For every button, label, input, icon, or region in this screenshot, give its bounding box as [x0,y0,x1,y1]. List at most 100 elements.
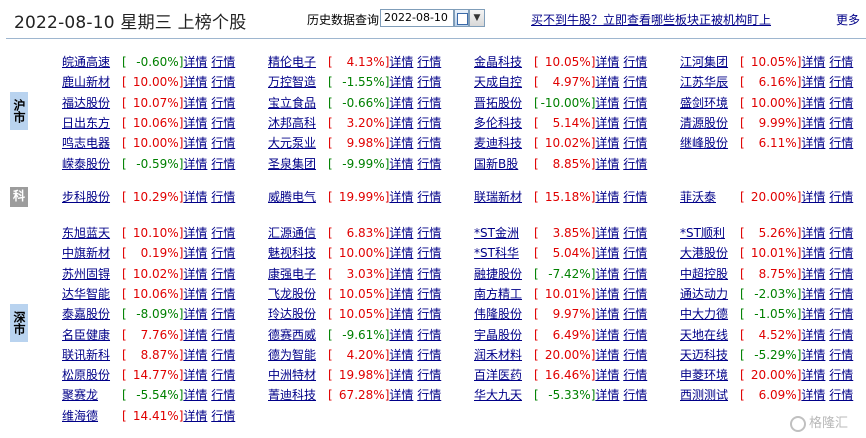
stock-name-link[interactable]: 晋拓股份 [474,96,523,110]
stock-name-link[interactable]: *ST科华 [474,246,519,260]
stock-name-link[interactable]: 鹿山新材 [62,75,111,89]
quote-link[interactable]: 行情 [211,409,236,423]
detail-link[interactable]: 详情 [183,190,208,204]
stock-name-link[interactable]: 联瑞新材 [474,190,523,204]
detail-link[interactable]: 详情 [801,348,826,362]
detail-link[interactable]: 详情 [595,226,620,240]
detail-link[interactable]: 详情 [389,368,414,382]
detail-link[interactable]: 详情 [389,267,414,281]
quote-link[interactable]: 行情 [417,136,442,150]
quote-link[interactable]: 行情 [623,116,648,130]
quote-link[interactable]: 行情 [829,348,854,362]
stock-name-link[interactable]: 德为智能 [268,348,317,362]
stock-name-link[interactable]: 嵘泰股份 [62,157,111,171]
calendar-icon[interactable] [454,9,469,27]
stock-name-link[interactable]: 皖通高速 [62,55,111,69]
stock-name-link[interactable]: *ST顺利 [680,226,725,240]
quote-link[interactable]: 行情 [623,388,648,402]
stock-name-link[interactable]: 伟隆股份 [474,307,523,321]
detail-link[interactable]: 详情 [595,348,620,362]
stock-name-link[interactable]: 清源股份 [680,116,729,130]
quote-link[interactable]: 行情 [623,190,648,204]
detail-link[interactable]: 详情 [183,287,208,301]
promo-link[interactable]: 买不到牛股？立即查看哪些板块正被机构盯上 [531,13,772,27]
detail-link[interactable]: 详情 [801,307,826,321]
detail-link[interactable]: 详情 [389,190,414,204]
quote-link[interactable]: 行情 [623,75,648,89]
quote-link[interactable]: 行情 [829,226,854,240]
stock-name-link[interactable]: 菁迪科技 [268,388,317,402]
stock-name-link[interactable]: 名臣健康 [62,328,111,342]
quote-link[interactable]: 行情 [623,287,648,301]
stock-name-link[interactable]: 继峰股份 [680,136,729,150]
quote-link[interactable]: 行情 [829,96,854,110]
stock-name-link[interactable]: 江苏华辰 [680,75,729,89]
quote-link[interactable]: 行情 [829,55,854,69]
stock-name-link[interactable]: 福达股份 [62,96,111,110]
stock-name-link[interactable]: 江河集团 [680,55,729,69]
detail-link[interactable]: 详情 [183,55,208,69]
detail-link[interactable]: 详情 [389,116,414,130]
detail-link[interactable]: 详情 [801,388,826,402]
detail-link[interactable]: 详情 [595,55,620,69]
detail-link[interactable]: 详情 [595,328,620,342]
quote-link[interactable]: 行情 [417,75,442,89]
quote-link[interactable]: 行情 [211,246,236,260]
quote-link[interactable]: 行情 [623,226,648,240]
detail-link[interactable]: 详情 [389,307,414,321]
stock-name-link[interactable]: 大元泵业 [268,136,317,150]
stock-name-link[interactable]: 金晶科技 [474,55,523,69]
detail-link[interactable]: 详情 [389,328,414,342]
detail-link[interactable]: 详情 [595,157,620,171]
detail-link[interactable]: 详情 [183,409,208,423]
detail-link[interactable]: 详情 [595,267,620,281]
quote-link[interactable]: 行情 [829,75,854,89]
quote-link[interactable]: 行情 [829,136,854,150]
quote-link[interactable]: 行情 [623,96,648,110]
stock-name-link[interactable]: 威腾电气 [268,190,317,204]
quote-link[interactable]: 行情 [211,328,236,342]
stock-name-link[interactable]: 玲达股份 [268,307,317,321]
detail-link[interactable]: 详情 [801,267,826,281]
quote-link[interactable]: 行情 [211,267,236,281]
quote-link[interactable]: 行情 [211,96,236,110]
detail-link[interactable]: 详情 [389,388,414,402]
detail-link[interactable]: 详情 [801,75,826,89]
quote-link[interactable]: 行情 [623,368,648,382]
quote-link[interactable]: 行情 [417,307,442,321]
detail-link[interactable]: 详情 [183,96,208,110]
stock-name-link[interactable]: 天成自控 [474,75,523,89]
stock-name-link[interactable]: 东旭蓝天 [62,226,111,240]
stock-name-link[interactable]: 鸣志电器 [62,136,111,150]
stock-name-link[interactable]: 泰嘉股份 [62,307,111,321]
quote-link[interactable]: 行情 [211,368,236,382]
quote-link[interactable]: 行情 [211,55,236,69]
quote-link[interactable]: 行情 [829,328,854,342]
detail-link[interactable]: 详情 [183,116,208,130]
quote-link[interactable]: 行情 [417,328,442,342]
detail-link[interactable]: 详情 [595,96,620,110]
detail-link[interactable]: 详情 [183,368,208,382]
detail-link[interactable]: 详情 [801,368,826,382]
stock-name-link[interactable]: 达华智能 [62,287,111,301]
quote-link[interactable]: 行情 [211,157,236,171]
quote-link[interactable]: 行情 [417,388,442,402]
detail-link[interactable]: 详情 [595,136,620,150]
detail-link[interactable]: 详情 [183,226,208,240]
stock-name-link[interactable]: 步科股份 [62,190,111,204]
quote-link[interactable]: 行情 [211,287,236,301]
stock-name-link[interactable]: 多伦科技 [474,116,523,130]
stock-name-link[interactable]: 万控智造 [268,75,317,89]
detail-link[interactable]: 详情 [595,246,620,260]
detail-link[interactable]: 详情 [183,136,208,150]
stock-name-link[interactable]: 德赛西威 [268,328,317,342]
stock-name-link[interactable]: 润禾材料 [474,348,523,362]
quote-link[interactable]: 行情 [829,116,854,130]
stock-name-link[interactable]: 圣泉集团 [268,157,317,171]
detail-link[interactable]: 详情 [183,307,208,321]
detail-link[interactable]: 详情 [389,96,414,110]
quote-link[interactable]: 行情 [829,368,854,382]
stock-name-link[interactable]: 日出东方 [62,116,111,130]
quote-link[interactable]: 行情 [829,246,854,260]
detail-link[interactable]: 详情 [183,388,208,402]
